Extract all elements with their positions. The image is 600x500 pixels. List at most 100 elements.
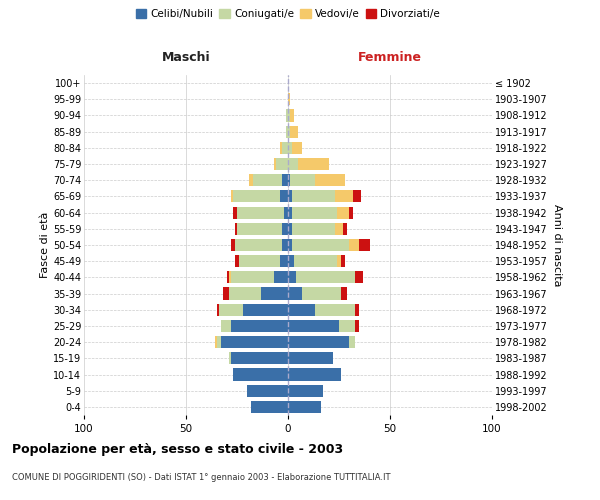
Bar (235, 255, 239, 268)
Bar (341, 255, 345, 268)
Bar (282, 239, 288, 251)
Bar (235, 222, 237, 235)
Bar (221, 336, 288, 348)
Bar (276, 158, 288, 170)
Bar (292, 222, 335, 235)
Bar (215, 336, 217, 348)
Bar (239, 255, 280, 268)
Bar (288, 255, 294, 268)
Bar (282, 142, 288, 154)
Bar (282, 222, 288, 235)
Bar (282, 174, 288, 186)
Bar (288, 222, 292, 235)
Bar (227, 272, 229, 283)
Text: COMUNE DI POGGIRIDENTI (SO) - Dati ISTAT 1° gennaio 2003 - Elaborazione TUTTITAL: COMUNE DI POGGIRIDENTI (SO) - Dati ISTAT… (12, 472, 391, 482)
Bar (288, 304, 314, 316)
Bar (290, 174, 314, 186)
Bar (292, 142, 302, 154)
Bar (288, 368, 341, 380)
Bar (288, 110, 290, 122)
Y-axis label: Anni di nascita: Anni di nascita (551, 204, 562, 286)
Bar (229, 288, 262, 300)
Bar (274, 158, 276, 170)
Bar (280, 255, 288, 268)
Bar (298, 158, 329, 170)
Text: Popolazione per età, sesso e stato civile - 2003: Popolazione per età, sesso e stato civil… (12, 442, 343, 456)
Bar (288, 93, 290, 106)
Bar (288, 272, 296, 283)
Bar (288, 142, 292, 154)
Bar (231, 320, 288, 332)
Bar (288, 401, 320, 413)
Bar (218, 304, 243, 316)
Bar (288, 352, 333, 364)
Legend: Celibi/Nubili, Coniugati/e, Vedovi/e, Divorziati/e: Celibi/Nubili, Coniugati/e, Vedovi/e, Di… (131, 5, 445, 24)
Bar (251, 401, 288, 413)
Bar (288, 174, 290, 186)
Bar (349, 336, 355, 348)
Bar (359, 239, 370, 251)
Bar (288, 288, 302, 300)
Bar (292, 239, 349, 251)
Bar (247, 384, 288, 397)
Bar (217, 336, 221, 348)
Bar (280, 190, 288, 202)
Bar (223, 288, 229, 300)
Bar (355, 320, 359, 332)
Bar (280, 142, 282, 154)
Bar (335, 222, 343, 235)
Bar (353, 190, 361, 202)
Bar (288, 320, 339, 332)
Bar (292, 206, 337, 218)
Bar (314, 174, 345, 186)
Text: Maschi: Maschi (161, 50, 211, 64)
Bar (243, 304, 288, 316)
Bar (229, 352, 231, 364)
Bar (288, 336, 349, 348)
Bar (237, 222, 282, 235)
Y-axis label: Fasce di età: Fasce di età (40, 212, 50, 278)
Bar (233, 368, 288, 380)
Bar (249, 174, 253, 186)
Text: Femmine: Femmine (358, 50, 422, 64)
Bar (288, 206, 292, 218)
Bar (217, 304, 218, 316)
Bar (296, 272, 355, 283)
Bar (286, 126, 288, 138)
Bar (286, 110, 288, 122)
Bar (355, 304, 359, 316)
Bar (314, 304, 355, 316)
Bar (292, 190, 335, 202)
Bar (355, 272, 364, 283)
Bar (221, 320, 231, 332)
Bar (231, 239, 235, 251)
Bar (284, 206, 288, 218)
Bar (294, 255, 337, 268)
Bar (229, 272, 231, 283)
Bar (231, 190, 233, 202)
Bar (233, 190, 280, 202)
Bar (288, 239, 292, 251)
Bar (262, 288, 288, 300)
Bar (337, 255, 341, 268)
Bar (335, 190, 353, 202)
Bar (302, 288, 341, 300)
Bar (253, 174, 282, 186)
Bar (341, 288, 347, 300)
Bar (337, 206, 349, 218)
Bar (290, 126, 298, 138)
Bar (290, 110, 294, 122)
Bar (233, 206, 237, 218)
Bar (231, 352, 288, 364)
Bar (349, 239, 359, 251)
Bar (343, 222, 347, 235)
Bar (288, 190, 292, 202)
Bar (288, 158, 298, 170)
Bar (339, 320, 355, 332)
Bar (235, 239, 282, 251)
Bar (237, 206, 284, 218)
Bar (288, 126, 290, 138)
Bar (288, 384, 323, 397)
Bar (274, 272, 288, 283)
Bar (231, 272, 274, 283)
